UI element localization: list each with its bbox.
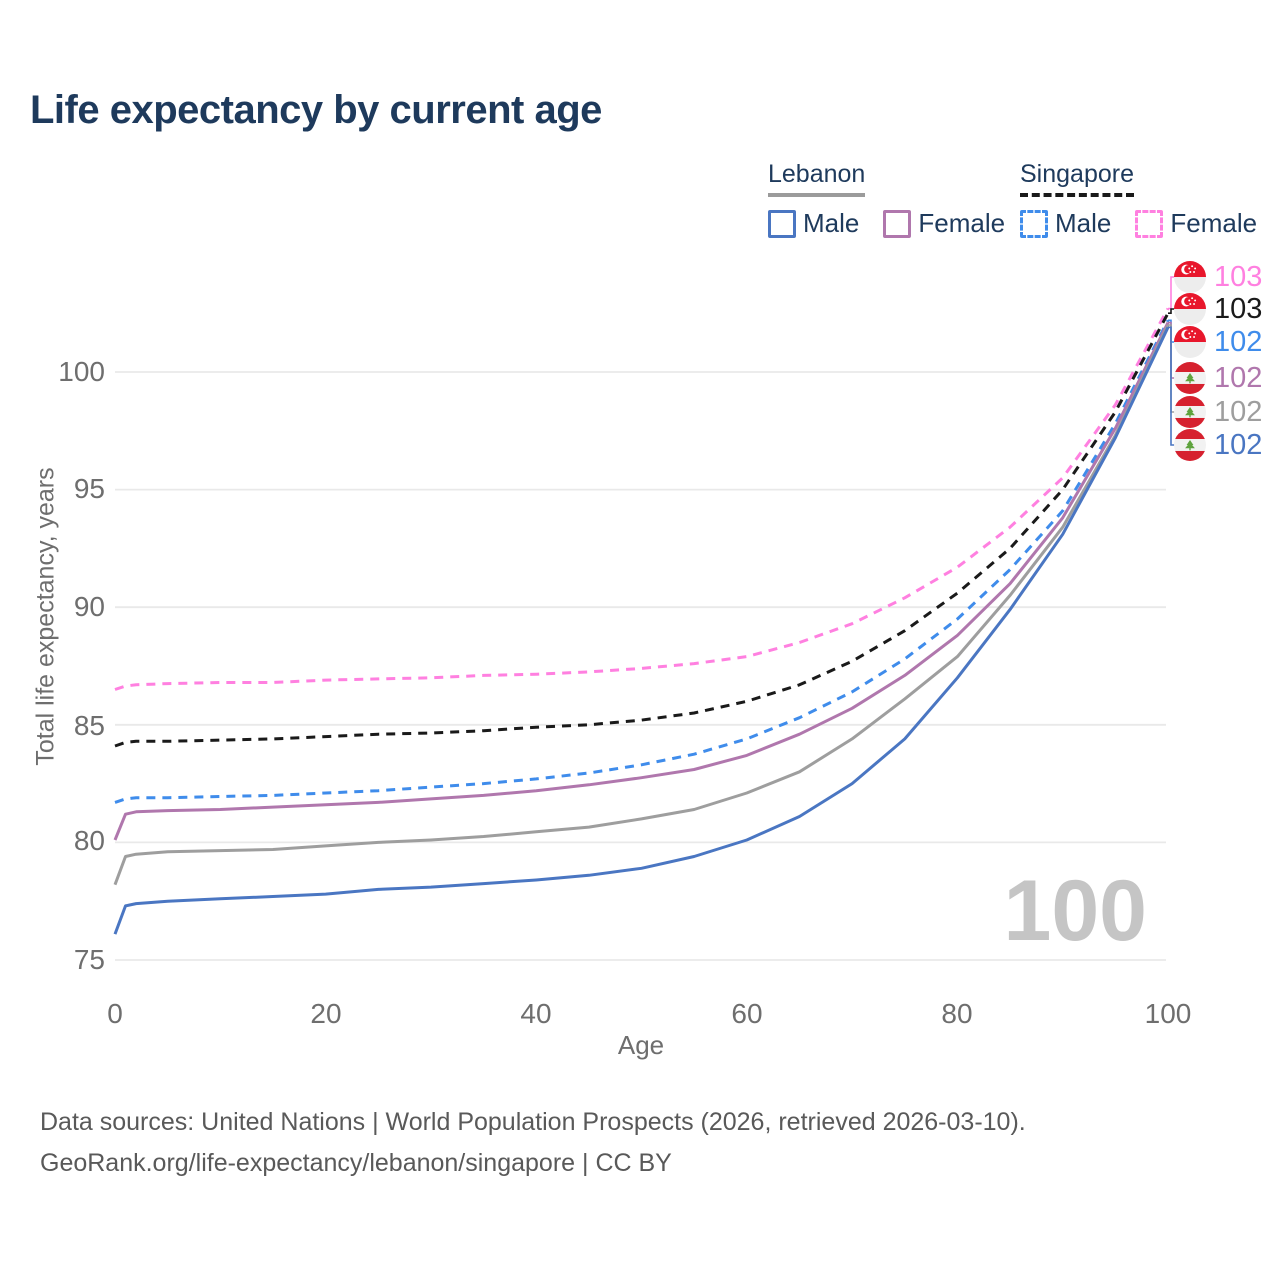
singapore-flag-icon bbox=[1174, 293, 1206, 325]
data-sources-text: Data sources: United Nations | World Pop… bbox=[40, 1108, 1026, 1136]
lebanon-female-swatch-icon bbox=[883, 209, 912, 238]
y-tick-95: 95 bbox=[73, 473, 105, 504]
y-tick-90: 90 bbox=[73, 591, 105, 622]
singapore-female-swatch-icon bbox=[1135, 209, 1164, 238]
series-line-singapore-male bbox=[114, 319, 1170, 804]
series-line-lebanon-female bbox=[113, 321, 1170, 841]
x-tick-60: 60 bbox=[731, 998, 763, 1029]
end-label-lebanon-all: 102 bbox=[1174, 396, 1262, 428]
series-lines bbox=[113, 307, 1170, 935]
singapore-male-swatch-icon bbox=[1020, 209, 1048, 238]
series-line-lebanon-all bbox=[113, 324, 1170, 886]
y-tick-85: 85 bbox=[73, 710, 105, 741]
legend-country-lebanon: Lebanon bbox=[768, 160, 1005, 197]
legend-item-label: Male bbox=[803, 208, 860, 238]
end-label-value: 103 bbox=[1214, 261, 1263, 293]
current-age-watermark: 100 bbox=[1003, 863, 1148, 959]
x-tick-40: 40 bbox=[520, 998, 552, 1029]
legend-group-lebanon: Lebanon Male Female bbox=[768, 160, 1005, 239]
attribution-link-text[interactable]: GeoRank.org/life-expectancy/lebanon/sing… bbox=[40, 1149, 672, 1177]
singapore-flag-icon bbox=[1174, 261, 1206, 293]
end-label-value: 102 bbox=[1214, 429, 1263, 461]
x-tick-20: 20 bbox=[310, 998, 342, 1029]
end-label-singapore-male: 102 bbox=[1174, 326, 1262, 358]
legend-group-singapore: Singapore Male Female bbox=[1020, 160, 1257, 239]
x-tick-0: 0 bbox=[107, 998, 123, 1029]
end-label-connectors bbox=[1168, 276, 1176, 446]
singapore-flag-icon bbox=[1174, 326, 1206, 358]
lebanon-male-swatch-icon bbox=[768, 209, 796, 238]
end-label-lebanon-male: 102 bbox=[1174, 429, 1262, 461]
lebanon-flag-icon bbox=[1174, 429, 1206, 461]
legend-item-lebanon-male[interactable]: Male bbox=[768, 208, 859, 239]
gridlines bbox=[115, 371, 1166, 961]
legend-item-label: Female bbox=[918, 208, 1006, 238]
y-tick-75: 75 bbox=[73, 944, 105, 975]
x-tick-100: 100 bbox=[1144, 998, 1192, 1029]
legend-item-singapore-female[interactable]: Female bbox=[1135, 208, 1257, 239]
page-title: Life expectancy by current age bbox=[30, 88, 602, 132]
legend-country-singapore: Singapore bbox=[1020, 160, 1257, 197]
x-axis-title: Age bbox=[617, 1030, 665, 1060]
lebanon-flag-icon bbox=[1174, 362, 1206, 394]
legend-item-singapore-male[interactable]: Male bbox=[1020, 208, 1111, 239]
y-tick-80: 80 bbox=[73, 825, 105, 856]
end-label-singapore-female: 103 bbox=[1174, 261, 1262, 293]
legend-item-lebanon-female[interactable]: Female bbox=[883, 208, 1005, 239]
legend-item-label: Female bbox=[1170, 208, 1258, 238]
series-line-singapore-female bbox=[114, 307, 1170, 691]
series-line-singapore-all bbox=[114, 312, 1170, 748]
end-label-value: 102 bbox=[1214, 326, 1263, 358]
legend-item-label: Male bbox=[1055, 208, 1112, 238]
y-tick-100: 100 bbox=[58, 356, 105, 387]
series-line-lebanon-male bbox=[113, 326, 1170, 935]
x-tick-80: 80 bbox=[941, 998, 973, 1029]
end-label-lebanon-female: 102 bbox=[1174, 362, 1262, 394]
end-label-value: 102 bbox=[1214, 396, 1263, 428]
end-label-value: 102 bbox=[1214, 362, 1263, 394]
end-label-singapore-all: 103 bbox=[1174, 293, 1262, 325]
lebanon-flag-icon bbox=[1174, 396, 1206, 428]
end-label-value: 103 bbox=[1214, 293, 1263, 325]
